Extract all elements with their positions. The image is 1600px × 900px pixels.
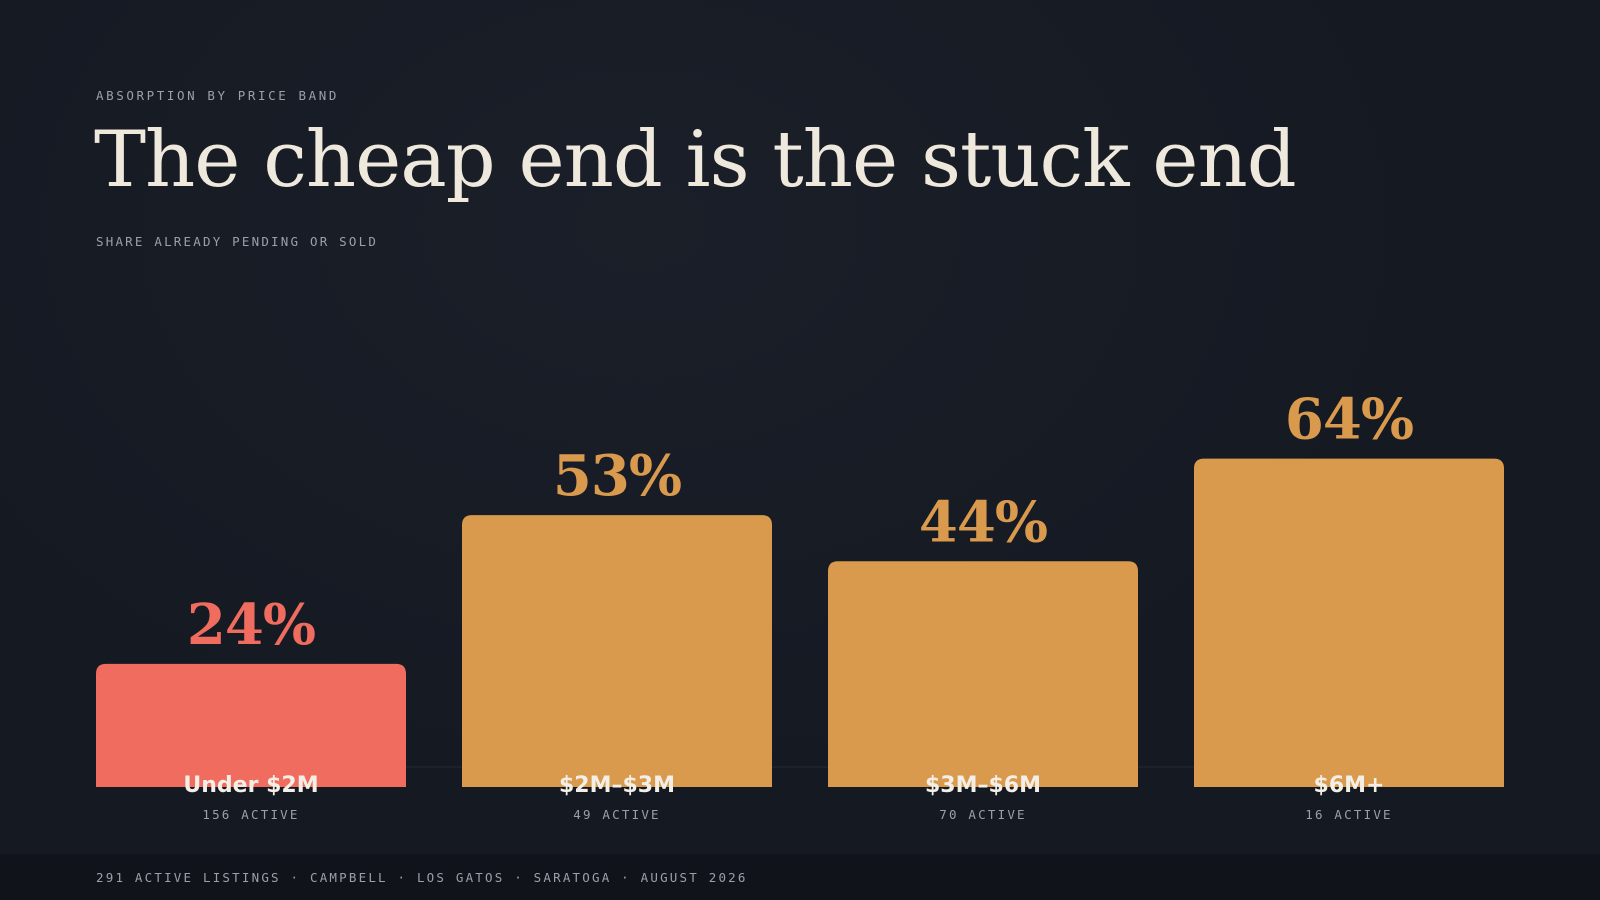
- chart-eyebrow: ABSORPTION BY PRICE BAND: [96, 88, 340, 103]
- category-label: $2M–$3M: [559, 773, 675, 798]
- footer-text: 291 ACTIVE LISTINGS · CAMPBELL · LOS GAT…: [96, 870, 748, 885]
- bar-value-label: 44%: [919, 489, 1047, 555]
- category-label: $6M+: [1314, 773, 1385, 798]
- category-label: Under $2M: [183, 773, 318, 798]
- chart-title: The cheap end is the stuck end: [94, 115, 1297, 205]
- footer-bar: 291 ACTIVE LISTINGS · CAMPBELL · LOS GAT…: [0, 854, 1600, 900]
- bar: [1194, 458, 1504, 787]
- active-count-label: 70 ACTIVE: [939, 807, 1027, 822]
- bar-value-label: 64%: [1285, 387, 1413, 453]
- active-count-label: 49 ACTIVE: [573, 807, 661, 822]
- bar: [462, 515, 772, 787]
- chart-subtitle: SHARE ALREADY PENDING OR SOLD: [96, 234, 379, 249]
- bar: [828, 561, 1138, 787]
- bar: [96, 663, 406, 787]
- bar-value-label: 53%: [553, 443, 681, 509]
- active-count-label: 16 ACTIVE: [1305, 807, 1393, 822]
- active-count-label: 156 ACTIVE: [202, 807, 299, 822]
- bar-value-label: 24%: [187, 592, 315, 658]
- category-label: $3M–$6M: [925, 773, 1041, 798]
